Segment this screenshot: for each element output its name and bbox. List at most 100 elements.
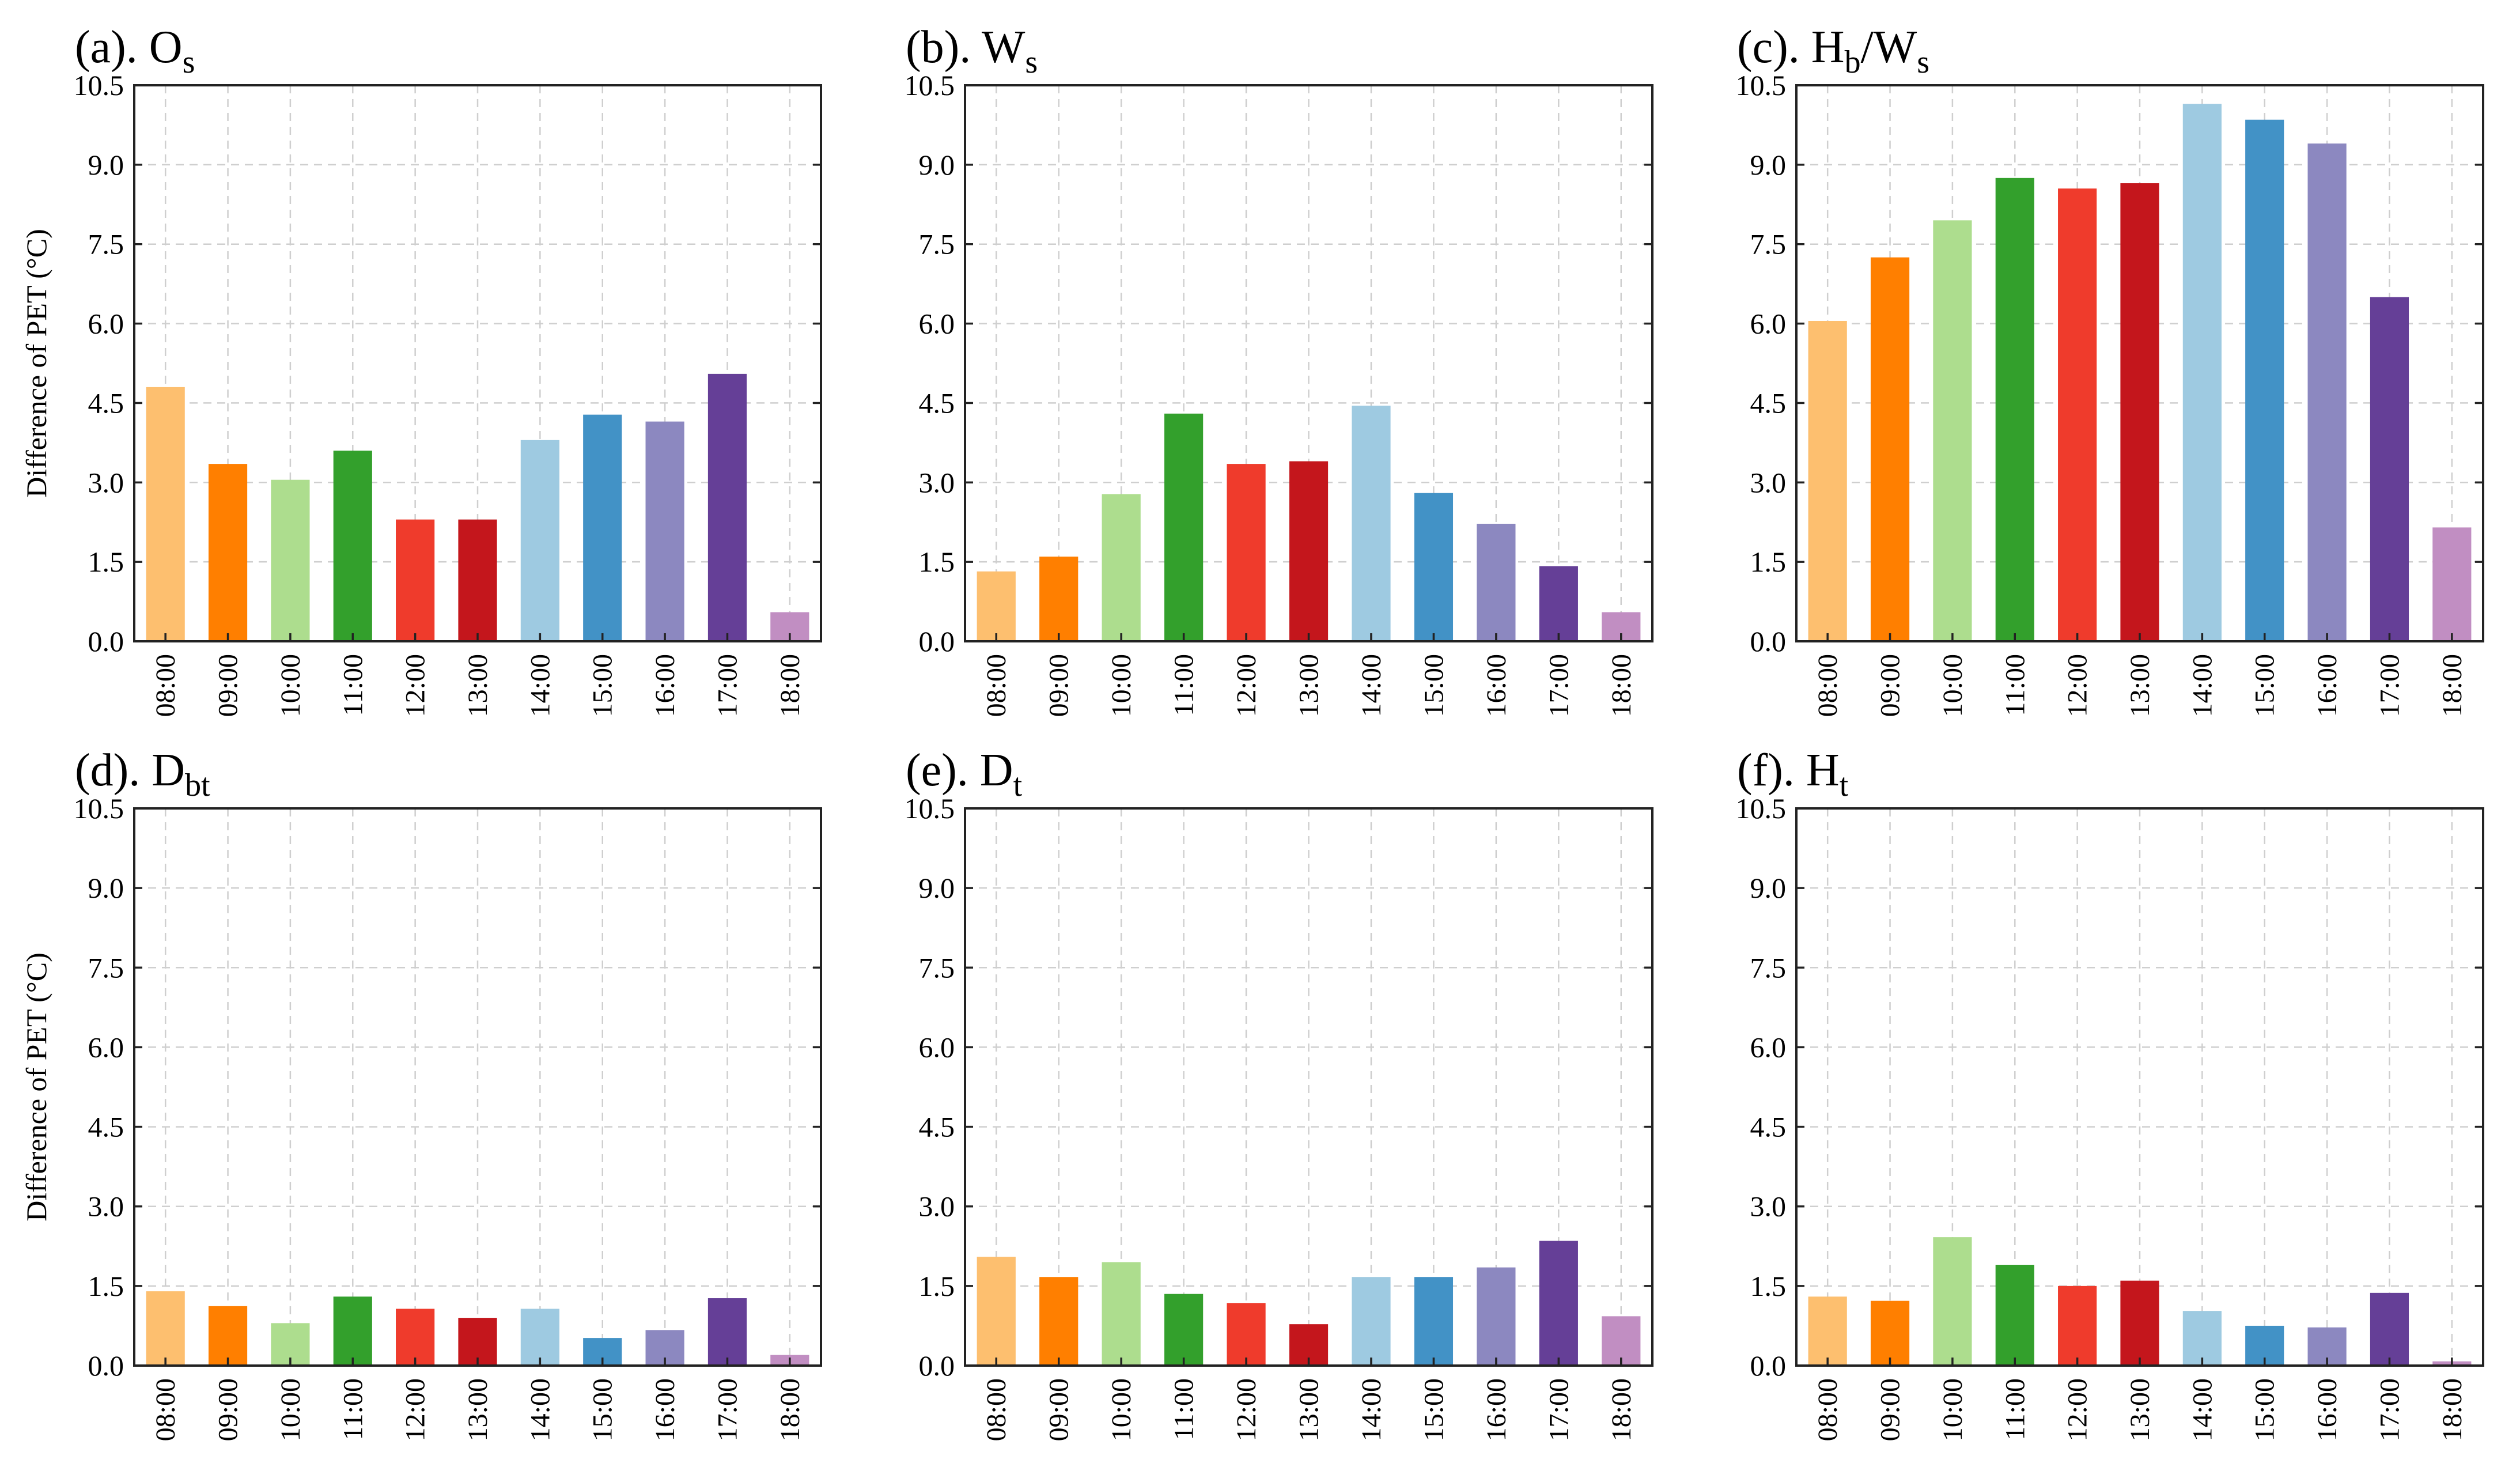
y-tick-label: 9.0 (88, 149, 124, 181)
panel-title-main: (b). W (906, 22, 1026, 73)
panel-title: (c). Hb/Ws (1737, 22, 1929, 80)
y-tick-label: 0.0 (919, 1349, 955, 1382)
bar-0900 (1039, 1277, 1079, 1366)
bar-1100 (333, 451, 372, 641)
bar-0800 (146, 387, 185, 641)
y-tick-label: 3.0 (88, 1190, 124, 1223)
panel-title: (a). Os (75, 22, 195, 80)
x-tick-label: 18:00 (2437, 654, 2468, 717)
chart-panel-d: 0.0 1.5 3.0 4.5 6.0 7.5 9.0 10.5 08:00 09:00 10:00… (20, 745, 822, 1441)
bar-0900 (1870, 257, 1910, 641)
y-tick-label: 10.5 (905, 792, 955, 825)
bar-0900 (208, 464, 248, 641)
panel-title: (f). Ht (1737, 745, 1849, 803)
chart-panel-c: 0.0 1.5 3.0 4.5 6.0 7.5 9.0 10.5 08:00 09:00 10:00… (1736, 22, 2484, 717)
panel-title-subscript: s (183, 44, 195, 80)
x-tick-label: 17:00 (712, 654, 743, 717)
bar-1500 (583, 414, 622, 641)
bar-1700 (707, 1298, 747, 1366)
x-tick-label: 17:00 (1543, 1378, 1574, 1441)
y-tick-label: 4.5 (1750, 1111, 1787, 1143)
x-tick-label: 13:00 (2125, 1378, 2155, 1441)
x-tick-label: 14:00 (2187, 654, 2218, 717)
bar-1600 (1477, 523, 1516, 641)
bar-0800 (977, 571, 1016, 641)
bar-1400 (520, 440, 559, 641)
bar-1000 (1102, 1262, 1141, 1366)
x-tick-label: 14:00 (1356, 1378, 1387, 1441)
y-tick-label: 9.0 (1750, 149, 1787, 181)
x-tick-label: 10:00 (1106, 654, 1137, 717)
x-tick-label: 13:00 (463, 1378, 493, 1441)
x-tick-label: 17:00 (1543, 654, 1574, 717)
y-tick-label: 10.5 (74, 792, 124, 825)
y-tick-label: 6.0 (919, 1031, 955, 1063)
x-tick-label: 15:00 (2250, 1378, 2280, 1441)
bar-1300 (2120, 183, 2159, 641)
panel-title-subscript: bt (185, 767, 210, 803)
bar-1100 (1995, 1265, 2034, 1366)
bar-1800 (2432, 527, 2472, 641)
y-tick-label: 10.5 (905, 69, 955, 101)
panel-title-main: (a). O (75, 22, 183, 73)
y-tick-label: 3.0 (1750, 1190, 1787, 1223)
panel-title-subscript: t (1840, 767, 1849, 803)
bar-1400 (2182, 1311, 2222, 1366)
x-tick-label: 08:00 (150, 654, 181, 717)
y-tick-label: 1.5 (88, 546, 124, 578)
panel-title-main: (d). D (75, 745, 185, 796)
panel-title-subscript: t (1013, 767, 1023, 803)
x-tick-label: 09:00 (213, 654, 244, 717)
x-tick-label: 16:00 (1481, 654, 1512, 717)
y-tick-label: 9.0 (1750, 872, 1787, 904)
y-tick-label: 6.0 (88, 308, 124, 340)
x-tick-label: 11:00 (1169, 654, 1200, 716)
x-tick-label: 14:00 (525, 654, 555, 717)
x-tick-label: 14:00 (2187, 1378, 2218, 1441)
x-tick-label: 08:00 (1813, 1378, 1843, 1441)
x-tick-label: 08:00 (1813, 654, 1843, 717)
y-tick-label: 6.0 (88, 1031, 124, 1063)
x-tick-label: 09:00 (1044, 1378, 1074, 1441)
panel-title-subscript: b (1845, 44, 1861, 80)
chart-panel-f: 0.0 1.5 3.0 4.5 6.0 7.5 9.0 10.5 08:00 09:00 10:00… (1736, 745, 2484, 1441)
bar-1400 (1352, 406, 1391, 641)
x-tick-label: 17:00 (2374, 1378, 2405, 1441)
bar-1700 (2370, 297, 2409, 641)
x-tick-label: 18:00 (775, 654, 805, 717)
panel-title: (e). Dt (906, 745, 1023, 803)
bar-1700 (1539, 566, 1578, 641)
chart-panel-e: 0.0 1.5 3.0 4.5 6.0 7.5 9.0 10.5 08:00 09:00 10:00… (905, 745, 1653, 1441)
x-tick-label: 16:00 (2312, 1378, 2343, 1441)
bar-1100 (333, 1296, 372, 1366)
x-tick-label: 12:00 (1231, 654, 1262, 717)
x-tick-label: 13:00 (2125, 654, 2155, 717)
x-tick-label: 18:00 (2437, 1378, 2468, 1441)
x-tick-label: 09:00 (1875, 1378, 1906, 1441)
bar-0800 (977, 1257, 1016, 1366)
x-tick-label: 14:00 (525, 1378, 555, 1441)
x-tick-label: 12:00 (1231, 1378, 1262, 1441)
bar-0800 (1808, 1296, 1847, 1366)
y-tick-label: 0.0 (88, 625, 124, 657)
x-tick-label: 18:00 (1606, 654, 1637, 717)
panel-title-mid: /W (1861, 22, 1917, 73)
x-tick-label: 15:00 (1418, 1378, 1449, 1441)
bar-1100 (1164, 1294, 1204, 1366)
x-tick-label: 10:00 (1938, 1378, 1968, 1441)
y-tick-label: 4.5 (88, 1111, 124, 1143)
x-tick-label: 10:00 (1938, 654, 1968, 717)
y-tick-label: 3.0 (88, 466, 124, 498)
bar-1100 (1995, 177, 2034, 641)
y-tick-label: 0.0 (1750, 1349, 1787, 1382)
x-tick-label: 08:00 (150, 1378, 181, 1441)
x-tick-label: 12:00 (400, 1378, 431, 1441)
x-tick-label: 10:00 (275, 654, 306, 717)
x-tick-label: 15:00 (2250, 654, 2280, 717)
x-tick-label: 11:00 (2000, 654, 2030, 716)
bar-1000 (1102, 494, 1141, 641)
y-axis-label: Difference of PET (°C) (20, 952, 52, 1222)
y-tick-label: 9.0 (88, 872, 124, 904)
y-tick-label: 1.5 (919, 546, 955, 578)
